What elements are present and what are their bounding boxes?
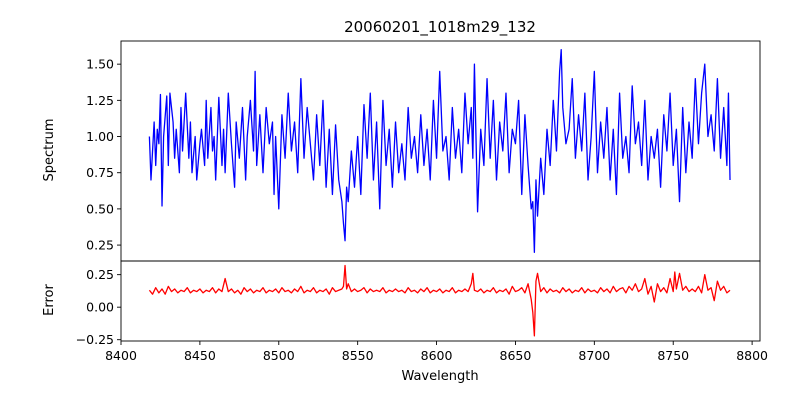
- x-tick-label: 8550: [342, 348, 374, 363]
- error-y-tick-label: 0.00: [86, 300, 114, 315]
- x-tick-label: 8600: [421, 348, 453, 363]
- error-panel: −0.25 0.00 0.25 8400 8450 8500 8550 8600 8650 870…: [76, 260, 768, 363]
- wavelength-axis-label: Wavelength: [401, 369, 478, 384]
- spectrum-axis-label: Spectrum: [42, 119, 57, 182]
- spectrum-y-tick-label: 1.50: [86, 57, 114, 72]
- spectrum-y-tick-label: 0.75: [86, 165, 114, 180]
- x-tick-label: 8500: [263, 348, 295, 363]
- error-y-tick-label: −0.25: [76, 332, 114, 347]
- spectrum-y-tick-label: 1.25: [86, 93, 114, 108]
- spectrum-y-tick-label: 0.50: [86, 201, 114, 216]
- x-tick-label: 8750: [657, 348, 689, 363]
- error-series-line: [148, 264, 731, 337]
- x-tick-label: 8400: [105, 348, 137, 363]
- error-axes-frame: [120, 260, 761, 342]
- error-axis-label: Error: [42, 284, 57, 316]
- x-tick-label: 8700: [578, 348, 610, 363]
- spectrum-series-line: [148, 49, 731, 253]
- x-tick-label: 8650: [500, 348, 532, 363]
- x-tick-label: 8450: [184, 348, 216, 363]
- spectrum-panel: 0.25 0.50 0.75 1.00 1.25 1.50: [86, 40, 761, 262]
- x-tick-label: 8800: [736, 348, 768, 363]
- chart-title: 20060201_1018m29_132: [344, 18, 536, 37]
- error-y-tick-label: 0.25: [86, 267, 114, 282]
- spectrum-y-tick-label: 0.25: [86, 238, 114, 253]
- spectrum-y-tick-label: 1.00: [86, 129, 114, 144]
